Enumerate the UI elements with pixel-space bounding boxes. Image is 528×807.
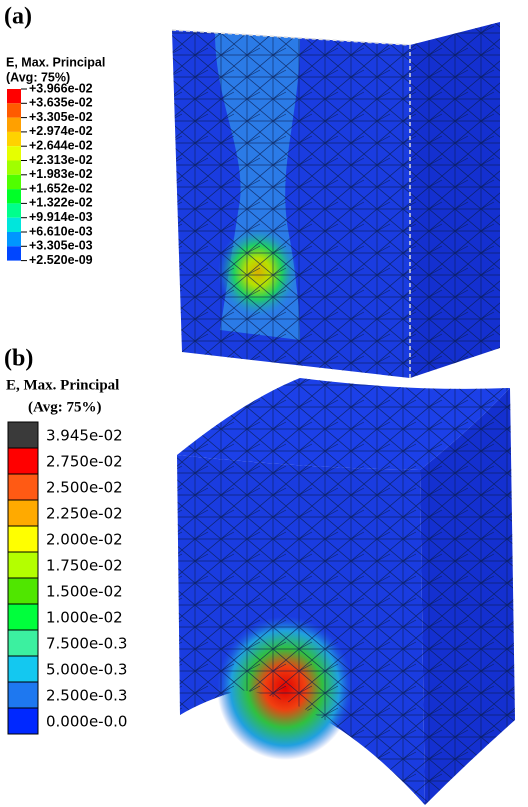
legend-swatch (8, 578, 38, 604)
legend-label: 5.000e-0.3 (46, 661, 127, 679)
legend-label: +9.914e-03 (29, 210, 93, 224)
legend-swatch (8, 552, 38, 578)
legend-label: 1.750e-02 (46, 557, 123, 575)
legend-swatch (8, 500, 38, 526)
legend-label: 2.000e-02 (46, 531, 123, 549)
legend-swatch (7, 232, 21, 246)
legend-swatch (7, 146, 21, 160)
legend-swatch (8, 474, 38, 500)
legend-swatch (7, 132, 21, 146)
legend-swatch (8, 682, 38, 708)
legend-title: E, Max. Principal (6, 55, 105, 69)
legend-label: 2.500e-02 (46, 479, 123, 497)
legend-label: 1.000e-02 (46, 609, 123, 627)
legend-subtitle: (Avg: 75%) (28, 399, 101, 415)
legend-label: +3.635e-02 (29, 96, 93, 110)
legend-label: +3.966e-02 (29, 81, 93, 95)
legend-label: 1.500e-02 (46, 583, 123, 601)
legend-swatch (8, 526, 38, 552)
legend-swatch (8, 708, 38, 734)
legend-label: +6.610e-03 (29, 224, 93, 238)
legend-label: 2.250e-02 (46, 505, 123, 523)
legend-label: +3.305e-03 (29, 239, 93, 253)
legend-swatch (7, 175, 21, 189)
legend-swatch (7, 189, 21, 203)
legend-label: 0.000e-0.0 (46, 713, 127, 731)
legend-label: +1.983e-02 (29, 167, 93, 181)
figure: (a) (b) E, Max. Principal (Avg: 75%) E, … (0, 0, 528, 807)
panel-label: (a) (4, 4, 32, 30)
legend-swatch (7, 89, 21, 103)
legend-swatch (7, 103, 21, 117)
legend-swatch (7, 161, 21, 175)
legend-label: 3.945e-02 (46, 427, 123, 445)
legend-label: +2.974e-02 (29, 124, 93, 138)
legend-swatch (7, 246, 21, 260)
legend-label: +1.652e-02 (29, 181, 93, 195)
legend-swatch (7, 218, 21, 232)
legend-label: +1.322e-02 (29, 196, 93, 210)
model-a (172, 22, 500, 378)
legend-title: E, Max. Principal (6, 377, 119, 393)
panel-label: (b) (4, 346, 33, 372)
legend-label: +2.644e-02 (29, 138, 93, 152)
legend-swatch (8, 604, 38, 630)
legend-swatch (8, 448, 38, 474)
legend-swatch (8, 630, 38, 656)
legend-swatch (7, 203, 21, 217)
legend-swatch (8, 656, 38, 682)
legend-label: 2.750e-02 (46, 453, 123, 471)
figure-canvas: (a) (b) E, Max. Principal (Avg: 75%) E, … (0, 0, 528, 807)
legend-label: 2.500e-0.3 (46, 687, 127, 705)
legend-label: +2.313e-02 (29, 153, 93, 167)
legend-label: +3.305e-02 (29, 110, 93, 124)
legend-swatch (8, 422, 38, 448)
legend-swatch (7, 118, 21, 132)
model-b (177, 378, 515, 805)
legend-label: 7.500e-0.3 (46, 635, 127, 653)
legend-label: +2.520e-09 (29, 253, 93, 267)
